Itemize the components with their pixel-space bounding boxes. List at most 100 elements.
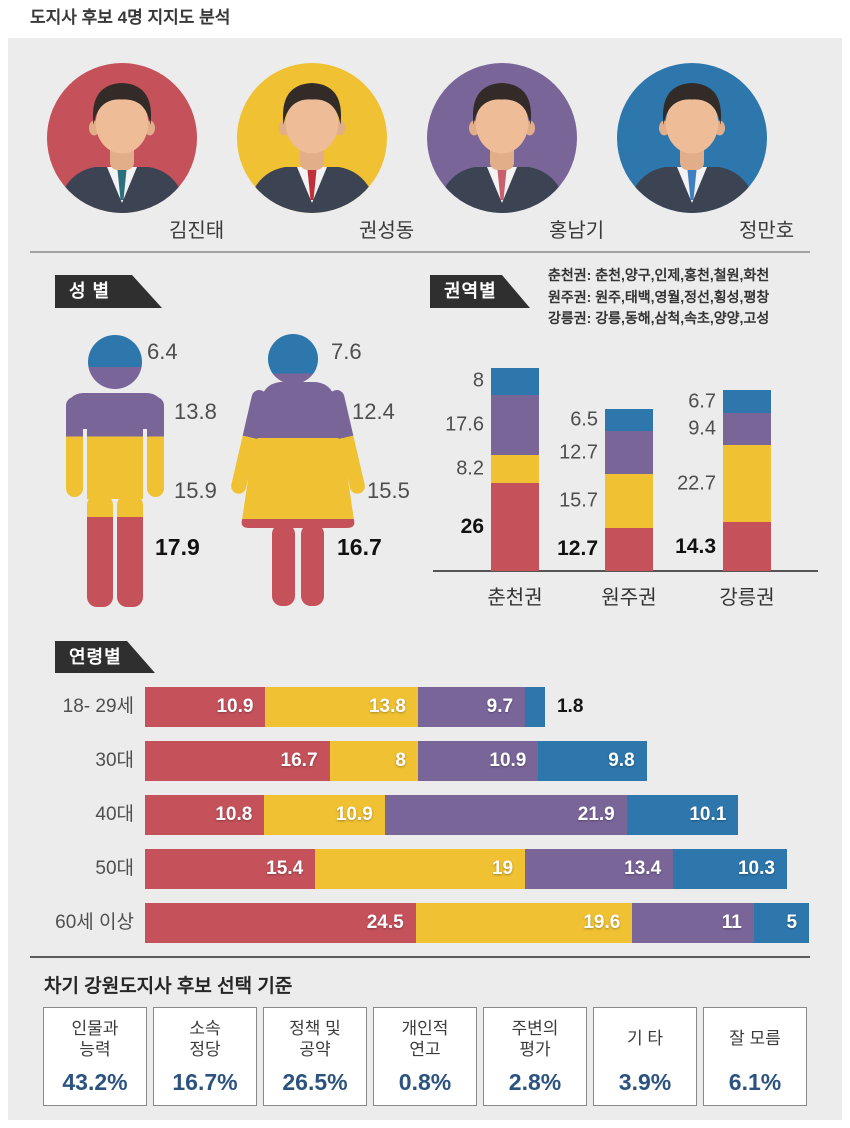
age-bar-segment: 10.8	[145, 795, 265, 835]
region-value-label: 12.7	[559, 441, 598, 464]
region-value-label: 6.7	[688, 390, 716, 413]
criteria-box-value: 3.9%	[618, 1069, 672, 1095]
criteria-box-label: 인물과 능력	[71, 1018, 119, 1059]
region-bar-segment	[491, 454, 539, 483]
age-bar-segment: 11	[632, 903, 754, 943]
male-figure-chart	[62, 335, 168, 612]
figure-silhouette-icon	[66, 335, 164, 607]
age-bar-segment: 24.5	[145, 903, 416, 943]
candidate-name: 정만호	[739, 220, 795, 242]
gender-section-tag: 성 별	[55, 275, 162, 308]
candidate-avatar-icon	[436, 83, 568, 213]
candidate-photo	[617, 63, 767, 213]
candidate-photo	[237, 63, 387, 213]
region-value-label: 14.3	[675, 534, 716, 558]
criteria-box-value: 16.7%	[172, 1069, 238, 1095]
age-bar-segment: 9.8	[538, 741, 647, 781]
age-bar-row: 16.7 8 10.9 9.8	[145, 741, 647, 781]
criteria-title: 차기 강원도지사 후보 선택 기준	[44, 976, 293, 997]
age-bar-segment: 19.6	[415, 903, 633, 943]
region-value-label: 15.7	[559, 489, 598, 512]
region-bar-segment	[605, 527, 653, 571]
gender-value-label: 16.7	[337, 534, 382, 560]
candidate-photo	[47, 63, 197, 213]
gender-value-label: 7.6	[331, 339, 362, 364]
region-bar-segment	[605, 409, 653, 432]
region-value-label: 12.7	[557, 537, 598, 561]
region-category-label: 강릉권	[719, 587, 775, 609]
region-value-label: 26	[460, 514, 484, 538]
age-bar-segment: 13.8	[265, 687, 418, 727]
age-bar-row: 10.8 10.9 21.9 10.1	[145, 795, 739, 835]
age-bar-segment: 10.9	[145, 687, 266, 727]
age-bar-segment: 8	[329, 741, 418, 781]
female-figure-chart	[228, 334, 368, 611]
age-row-label: 40대	[95, 804, 134, 825]
divider-above-criteria	[30, 956, 810, 958]
region-category-label: 원주권	[601, 587, 657, 609]
region-category-label: 춘천권	[487, 587, 543, 609]
criteria-boxes-row: 인물과 능력 43.2% 소속 정당 16.7% 정책 및 공약 26.5% 개인적 연고 0…	[43, 1007, 807, 1106]
age-row-label: 30대	[95, 750, 134, 771]
candidate-name: 김진태	[169, 220, 225, 242]
age-row-label: 18- 29세	[62, 696, 134, 717]
candidate-name: 권성동	[359, 220, 415, 242]
criteria-box-label: 기 타	[626, 1029, 663, 1048]
criteria-box-value: 0.8%	[398, 1069, 452, 1095]
criteria-box: 기 타 3.9%	[593, 1007, 697, 1106]
criteria-box-label: 잘 모름	[729, 1029, 781, 1048]
figure-silhouette-icon	[231, 334, 365, 606]
age-bar-row: 24.5 19.6 11 5	[145, 903, 810, 943]
criteria-box-label: 개인적 연고	[401, 1018, 449, 1059]
region-legend-line: 춘천권: 춘천,양구,인제,홍천,철원,화천	[548, 267, 770, 283]
region-value-label: 6.5	[570, 408, 598, 431]
criteria-box-label: 주변의 평가	[511, 1018, 559, 1059]
criteria-box-label: 정책 및 공약	[289, 1018, 341, 1059]
region-chart-axis	[433, 570, 818, 572]
region-bar-segment	[491, 482, 539, 571]
region-bar-segment	[723, 413, 771, 446]
region-bar-segment	[723, 445, 771, 523]
region-bar-segment	[723, 390, 771, 414]
age-bar-row: 10.9 13.8 9.7 1.8	[145, 687, 583, 727]
candidate-avatar-icon	[56, 83, 188, 213]
candidate-avatar-icon	[626, 83, 758, 213]
criteria-box: 잘 모름 6.1%	[703, 1007, 807, 1106]
age-bar-segment	[525, 687, 545, 727]
region-value-label: 22.7	[677, 472, 716, 495]
candidate-photo	[427, 63, 577, 213]
age-row-label: 60세 이상	[55, 912, 134, 933]
age-bar-segment: 15.4	[145, 849, 316, 889]
region-value-label: 9.4	[688, 417, 716, 440]
gender-value-label: 6.4	[147, 339, 178, 364]
age-bar-segment: 10.9	[264, 795, 385, 835]
age-bar-segment: 5	[753, 903, 810, 943]
age-bar-segment: 21.9	[384, 795, 627, 835]
region-bar-segment	[605, 431, 653, 475]
criteria-box: 주변의 평가 2.8%	[483, 1007, 587, 1106]
gender-value-label: 15.9	[174, 478, 217, 503]
criteria-box-value: 43.2%	[62, 1069, 128, 1095]
region-legend: 춘천권: 춘천,양구,인제,홍천,철원,화천 원주권: 원주,태백,영월,정선,…	[548, 265, 769, 330]
region-bar-segment	[491, 367, 539, 395]
criteria-box-value: 2.8%	[508, 1069, 562, 1095]
region-bar-segment	[491, 394, 539, 455]
gender-value-label: 13.8	[174, 399, 217, 424]
criteria-box-value: 6.1%	[728, 1069, 782, 1095]
age-section-tag: 연령별	[55, 641, 155, 673]
region-bar-segment	[723, 522, 771, 571]
age-bar-segment: 10.1	[626, 795, 739, 835]
age-bar-row: 15.4 19 13.4 10.3	[145, 849, 787, 889]
age-bar-segment: 19	[315, 849, 526, 889]
region-legend-line: 강릉권: 강릉,동해,삼척,속초,양양,고성	[548, 310, 770, 326]
gender-value-label: 12.4	[352, 399, 395, 424]
region-legend-line: 원주권: 원주,태백,영월,정선,횡성,평창	[548, 288, 770, 305]
gender-value-label: 15.5	[367, 478, 410, 503]
divider-under-photos	[30, 251, 810, 253]
page-title: 도지사 후보 4명 지지도 분석	[30, 8, 231, 27]
age-bar-segment: 10.3	[673, 849, 787, 889]
age-bar-segment: 13.4	[525, 849, 674, 889]
age-row-label: 50대	[95, 858, 134, 879]
age-bar-segment: 10.9	[417, 741, 539, 781]
